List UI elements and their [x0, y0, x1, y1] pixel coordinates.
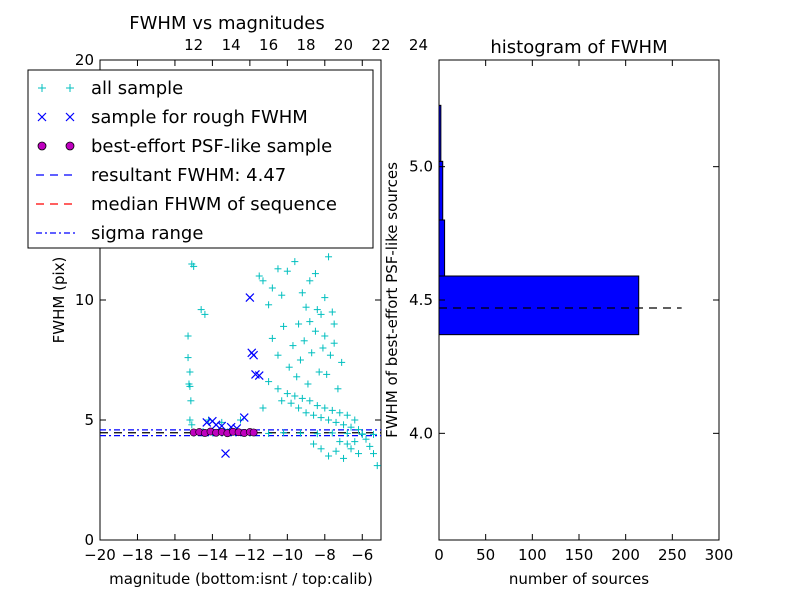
- legend-marker-1-a-b: [37, 112, 47, 122]
- legend-label-5: sigma range: [91, 223, 203, 244]
- histogram-y-axis-label: FWHM of best-effort PSF-like sources: [383, 162, 401, 438]
- histogram-xtick-label-1: 50: [476, 546, 495, 564]
- rough-sample-point-2-b: [249, 350, 259, 360]
- scatter-xtick-label-2: −16: [159, 546, 191, 564]
- legend-label-3: resultant FWHM: 4.47: [91, 165, 286, 186]
- scatter-xtick-label-5: −10: [272, 546, 304, 564]
- histogram-xtick-label-3: 150: [565, 546, 594, 564]
- histogram-bar-0: [438, 275, 640, 336]
- scatter-ytick-label-0: 0: [84, 531, 94, 549]
- histogram-bar-3: [438, 104, 442, 162]
- scatter-top-tick-label-4: 20: [334, 36, 353, 54]
- rough-sample-point-0-b: [245, 293, 255, 303]
- histogram-xtick-label-0: 0: [434, 546, 444, 564]
- histogram-xtick-label-6: 300: [705, 546, 734, 564]
- legend-label-0: all sample: [91, 78, 183, 99]
- rough-sample-point-3-b: [251, 369, 260, 379]
- scatter-xtick-label-4: −12: [234, 546, 266, 564]
- psf-sample-point-11: [249, 428, 258, 437]
- scatter-top-tick-label-2: 16: [259, 36, 278, 54]
- scatter-ytick-label-3: 20: [75, 51, 94, 69]
- legend-marker-2-a: [37, 141, 47, 151]
- scatter-ticks: −20 −18 −16 −14 −12 −10 −8 −6 0 5 10 20 12 14 16 18 20 22…: [75, 36, 428, 564]
- legend-marker-2-b: [65, 141, 75, 151]
- histogram-panel: 0 50 100 150 200 250 300 4.0 4.5 5.0 histogram of…: [383, 37, 733, 588]
- legend-label-4: median FHWM of sequence: [91, 194, 337, 215]
- histogram-bar-1: [438, 219, 446, 277]
- histogram-ytick-label-2: 5.0: [409, 158, 433, 176]
- rough-sample-point-8-b: [211, 420, 221, 430]
- scatter-xtick-label-7: −6: [351, 546, 373, 564]
- histogram-title: histogram of FWHM: [490, 37, 667, 58]
- legend-marker-1-b-b: [65, 112, 75, 122]
- rough-sample-point-9-b: [217, 421, 227, 431]
- histogram-bars: [438, 104, 640, 336]
- rough-sample-point-7-b: [202, 417, 212, 427]
- scatter-ytick-label-2: 10: [75, 291, 94, 309]
- scatter-top-tick-label-0: 12: [184, 36, 203, 54]
- scatter-top-tick-label-6: 24: [409, 36, 428, 54]
- histogram-xtick-label-2: 100: [518, 546, 547, 564]
- scatter-top-tick-label-5: 22: [371, 36, 390, 54]
- histogram-xtick-label-5: 250: [658, 546, 687, 564]
- scatter-x-axis-label: magnitude (bottom:isnt / top:calib): [109, 570, 373, 588]
- legend-label-2: best-effort PSF-like sample: [91, 136, 332, 157]
- scatter-legend: all sample sample for rough FWHM best-effo…: [27, 69, 374, 249]
- histogram-x-axis-label: number of sources: [509, 570, 649, 588]
- legend-box: [27, 69, 374, 249]
- scatter-xtick-label-1: −18: [122, 546, 154, 564]
- histogram-ytick-label-1: 4.5: [409, 291, 433, 309]
- histogram-xtick-label-4: 200: [611, 546, 640, 564]
- scatter-y-axis-label: FWHM (pix): [50, 257, 68, 344]
- rough-sample-point-4-b: [254, 371, 264, 381]
- legend-label-1: sample for rough FWHM: [91, 107, 308, 128]
- rough-sample-point-12-b: [221, 449, 230, 459]
- scatter-top-tick-label-3: 18: [297, 36, 316, 54]
- rough-sample-point-5-b: [239, 413, 249, 423]
- scatter-points: [184, 73, 381, 470]
- scatter-xtick-label-6: −8: [314, 546, 336, 564]
- histogram-ticks: 0 50 100 150 200 250 300 4.0 4.5 5.0: [409, 60, 733, 564]
- histogram-bar-2: [438, 160, 444, 221]
- histogram-ytick-label-0: 4.0: [409, 424, 433, 442]
- scatter-ytick-label-1: 5: [84, 411, 94, 429]
- scatter-title: FWHM vs magnitudes: [129, 13, 324, 34]
- scatter-panel: −20 −18 −16 −14 −12 −10 −8 −6 0 5 10 20 12 14 16 18 20 22…: [27, 13, 428, 588]
- scatter-top-tick-label-1: 14: [222, 36, 241, 54]
- scatter-xtick-label-3: −14: [197, 546, 229, 564]
- scatter-xtick-label-0: −20: [84, 546, 116, 564]
